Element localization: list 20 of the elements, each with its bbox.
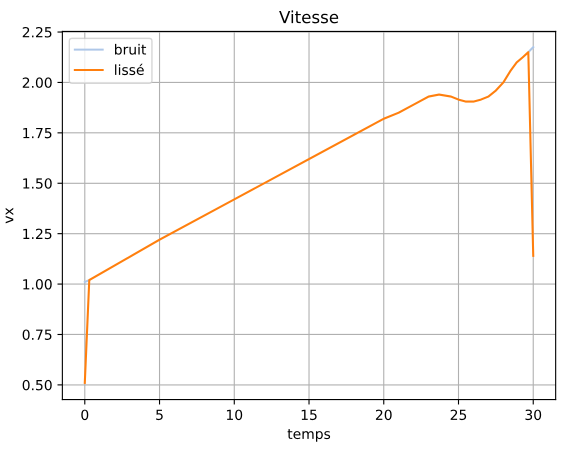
y-tick-label: 0.50	[22, 380, 52, 390]
x-tick-label: 20	[376, 410, 392, 420]
x-axis-title: temps	[288, 429, 330, 442]
y-tick-label: 1.75	[23, 128, 52, 138]
y-tick-label: 1.50	[23, 178, 52, 189]
x-tick-label: 15	[302, 410, 317, 420]
y-tick-label: 2.25	[22, 27, 52, 38]
legend-label: bruit	[115, 44, 146, 55]
y-tick-label: 1.25	[23, 228, 52, 240]
y-axis-title: vx	[6, 208, 14, 224]
x-tick-label: 0	[81, 410, 88, 420]
y-tick-label: 2.00	[22, 77, 52, 88]
legend-label: lissé	[115, 64, 144, 76]
x-tick-label: 10	[226, 410, 242, 420]
y-tick-label: 1.00	[23, 279, 52, 290]
y-tick-label: 0.75	[22, 329, 52, 340]
chart-title: Vitesse	[279, 10, 338, 24]
x-tick-label: 25	[450, 410, 466, 420]
x-tick-label: 5	[156, 410, 163, 420]
x-tick-label: 30	[525, 410, 542, 420]
